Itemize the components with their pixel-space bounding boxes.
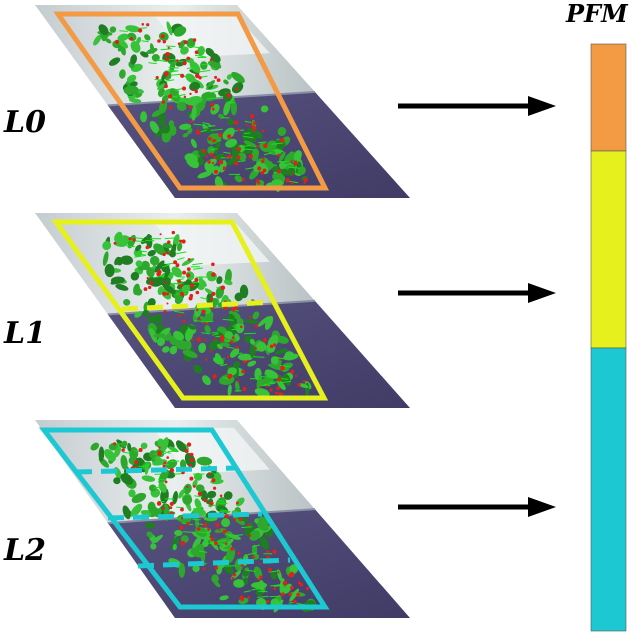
- level-0-arrow: [398, 96, 556, 116]
- level-1-box: [51, 219, 329, 401]
- level-1-panel: L1: [3, 213, 556, 408]
- pfm-segment-l1: [590, 150, 627, 349]
- level-1-partition-line: [121, 299, 277, 312]
- level-1-arrow: [398, 283, 556, 303]
- pfm-segment-l0: [590, 43, 627, 152]
- pfm-segment-l2: [590, 347, 627, 632]
- level-2-frame-image: [35, 420, 411, 618]
- level-1-frame-image: [35, 213, 411, 408]
- level-2-partition-line-1: [75, 465, 238, 475]
- level-0-frame-image: [35, 5, 411, 198]
- level-0-label: L0: [3, 105, 46, 140]
- level-2-box: [38, 427, 330, 610]
- level-2-partition-line-3: [137, 557, 291, 569]
- level-2-label: L2: [3, 533, 46, 568]
- pfm-bar: PFM: [565, 0, 629, 632]
- pfm-label: PFM: [565, 0, 629, 28]
- level-0-panel: L0: [3, 5, 556, 198]
- level-2-arrow: [398, 497, 556, 517]
- level-0-box: [53, 11, 330, 191]
- level-1-label: L1: [3, 316, 46, 351]
- level-2-partition-line-2: [107, 511, 263, 521]
- level-2-panel: L2: [3, 420, 556, 618]
